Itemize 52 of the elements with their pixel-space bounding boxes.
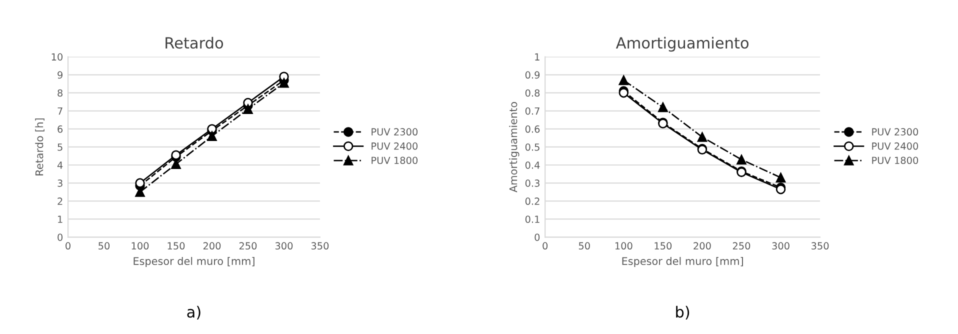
y-tick-label: 7	[58, 107, 62, 115]
y-tick-label: 0.3	[525, 180, 540, 187]
y-axis-title: Amortiguamiento	[509, 102, 520, 192]
y-tick-label: 0	[58, 234, 63, 241]
y-tick-label: 5	[58, 144, 62, 151]
legend-label: PUV 2400	[872, 142, 918, 150]
text: a)	[187, 306, 200, 320]
x-tick-label: 300	[275, 242, 293, 250]
legend-label: PUV 1800	[372, 156, 418, 164]
x-axis-title: Espesor del muro [mm]	[134, 256, 254, 268]
y-tick-label: 2	[58, 198, 62, 205]
y-tick-label: 0.2	[525, 198, 540, 205]
chart-title: Retardo	[166, 36, 224, 49]
y-tick-label: 1	[535, 53, 540, 60]
y-tick-label: 0.6	[525, 125, 540, 133]
y-axis-title: Retardo [h]	[35, 118, 44, 176]
y-tick-label: 4	[57, 162, 63, 169]
x-tick-label: 100	[132, 242, 149, 250]
x-tick-label: 50	[98, 242, 110, 250]
y-tick-label: 0.5	[525, 143, 540, 151]
y-tick-label: 6	[58, 125, 63, 133]
y-tick-label: 0.7	[525, 107, 540, 115]
legend-label: PUV 2300	[372, 128, 418, 136]
y-tick-label: 8	[58, 89, 62, 97]
chart-title: Amortiguamiento	[616, 36, 748, 52]
y-tick-label: 1	[58, 216, 62, 223]
x-tick-label: 0	[66, 242, 70, 250]
x-tick-label: 100	[615, 242, 632, 250]
x-tick-label: 350	[311, 242, 329, 250]
x-tick-label: 250	[732, 242, 750, 250]
text: b)	[676, 306, 690, 320]
y-tick-label: 0.1	[525, 216, 540, 223]
legend-label: PUV 1800	[872, 156, 918, 164]
x-tick-label: 250	[239, 242, 257, 250]
x-tick-label: 150	[654, 242, 672, 250]
y-tick-label: 0.9	[525, 71, 540, 79]
x-tick-label: 50	[578, 242, 590, 250]
x-tick-label: 200	[694, 242, 711, 250]
y-tick-label: 3	[58, 180, 62, 187]
x-axis-title: Espesor del muro [mm]	[622, 256, 743, 268]
x-tick-label: 150	[168, 242, 185, 250]
y-tick-label: 0.4	[525, 161, 540, 169]
x-tick-label: 200	[203, 242, 221, 250]
y-tick-label: 10	[52, 53, 63, 61]
x-tick-label: 350	[812, 242, 829, 250]
y-tick-label: 9	[58, 71, 62, 79]
x-tick-label: 300	[772, 242, 790, 250]
y-tick-label: 0	[534, 234, 540, 241]
legend-label: PUV 2300	[872, 128, 918, 136]
x-tick-label: 0	[542, 242, 548, 250]
legend-label: PUV 2400	[372, 142, 418, 150]
y-tick-label: 0.8	[525, 89, 540, 97]
